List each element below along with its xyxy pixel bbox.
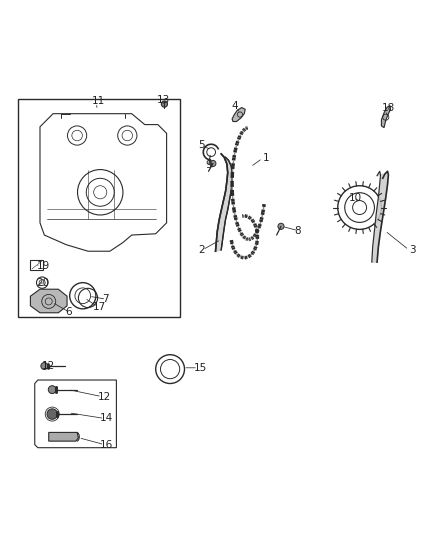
Circle shape	[278, 223, 284, 229]
Text: 16: 16	[100, 440, 113, 450]
Text: 12: 12	[98, 392, 111, 401]
Polygon shape	[49, 432, 78, 441]
Polygon shape	[232, 108, 245, 122]
Polygon shape	[215, 154, 232, 251]
Text: 11: 11	[92, 96, 105, 107]
Polygon shape	[30, 289, 67, 313]
Text: 10: 10	[349, 192, 362, 203]
Text: 12: 12	[42, 361, 56, 371]
Text: 20: 20	[36, 278, 49, 288]
Text: 4: 4	[231, 101, 238, 111]
Circle shape	[47, 409, 57, 419]
Text: 8: 8	[294, 225, 301, 236]
Text: 7: 7	[102, 294, 109, 304]
Text: 6: 6	[65, 308, 72, 317]
Text: 9: 9	[205, 160, 212, 170]
Text: 14: 14	[100, 414, 113, 423]
Text: 19: 19	[36, 261, 50, 271]
Text: 17: 17	[93, 302, 106, 312]
Circle shape	[48, 386, 56, 393]
Circle shape	[41, 362, 48, 369]
Polygon shape	[381, 106, 391, 128]
Text: 13: 13	[157, 95, 170, 104]
Circle shape	[210, 160, 216, 166]
Text: 18: 18	[381, 103, 395, 114]
Polygon shape	[372, 171, 389, 262]
Text: 3: 3	[409, 245, 416, 255]
Text: 2: 2	[198, 245, 205, 255]
Text: 1: 1	[263, 153, 269, 163]
Circle shape	[161, 101, 167, 107]
Text: 5: 5	[198, 140, 205, 150]
Bar	[18, 99, 180, 317]
Bar	[30, 261, 43, 270]
Text: 15: 15	[194, 363, 207, 373]
